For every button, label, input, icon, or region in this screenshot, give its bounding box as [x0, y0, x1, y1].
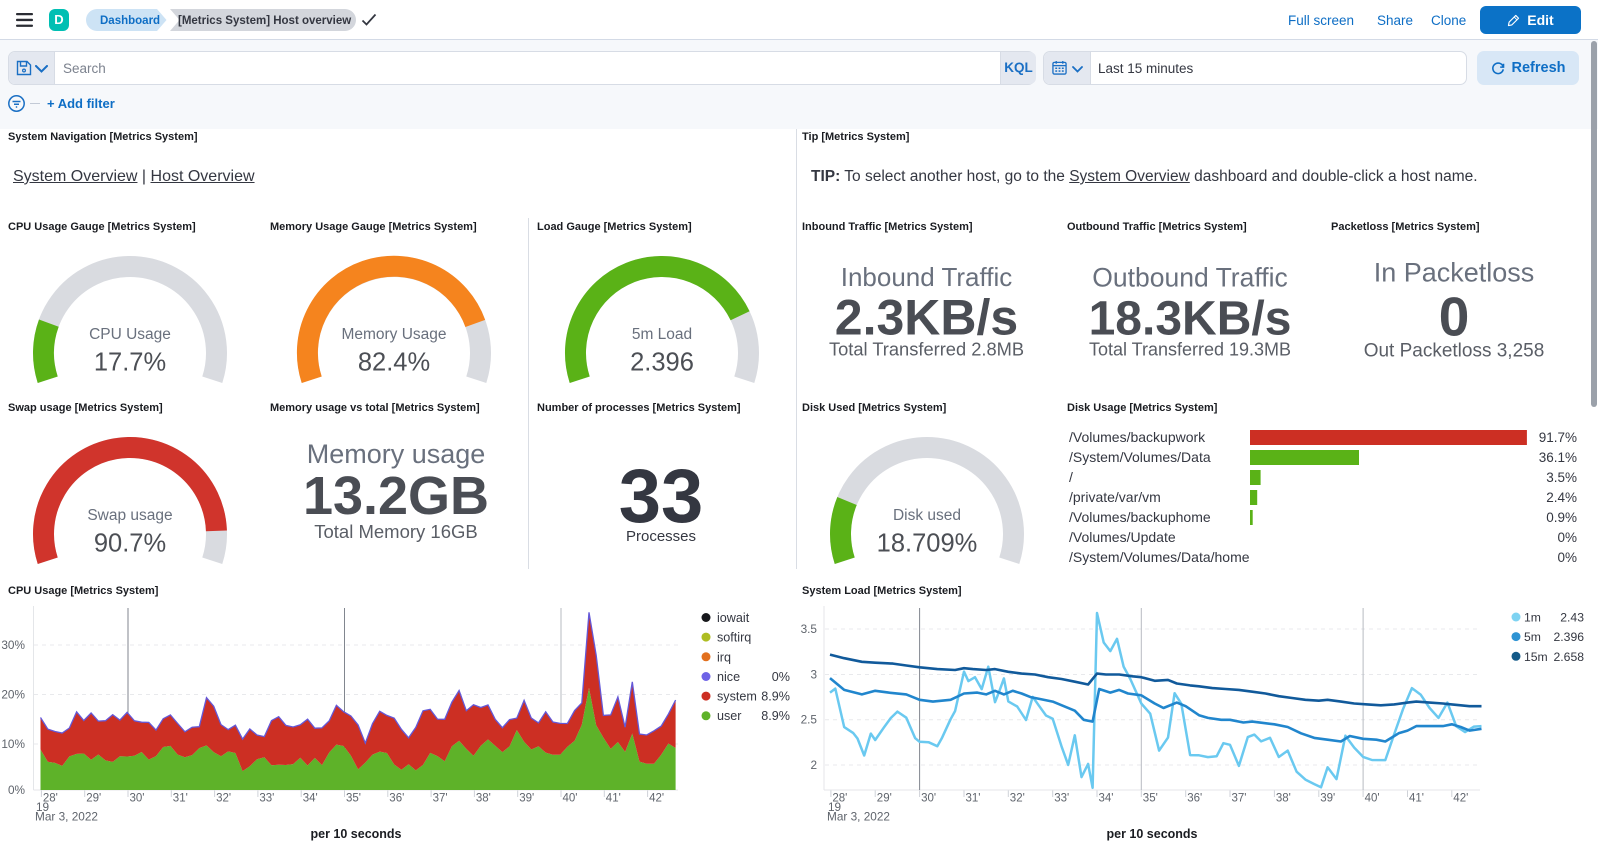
svg-text:2.658: 2.658: [1554, 650, 1585, 664]
svg-text:/System/Volumes/Data/home: /System/Volumes/Data/home: [1069, 549, 1250, 565]
svg-text:28': 28': [832, 793, 847, 805]
svg-text:20%: 20%: [1, 688, 25, 702]
svg-text:2.5: 2.5: [801, 713, 818, 727]
svg-text:In Packetloss: In Packetloss: [1374, 258, 1535, 288]
svg-text:41': 41': [606, 793, 621, 805]
svg-text:Mar 3, 2022: Mar 3, 2022: [35, 810, 98, 824]
svg-text:CPU Usage: CPU Usage: [89, 326, 171, 343]
svg-text:10%: 10%: [1, 737, 25, 751]
svg-text:34': 34': [303, 793, 318, 805]
svg-text:17.7%: 17.7%: [94, 349, 166, 377]
svg-text:system: system: [717, 690, 757, 704]
svg-text:/System/Volumes/Data: /System/Volumes/Data: [1069, 449, 1211, 465]
svg-text:29': 29': [877, 793, 892, 805]
svg-text:1m: 1m: [1524, 611, 1541, 625]
svg-text:34': 34': [1099, 793, 1114, 805]
svg-text:2.3KB/s: 2.3KB/s: [835, 290, 1018, 346]
svg-text:42': 42': [649, 793, 664, 805]
svg-text:31': 31': [966, 793, 981, 805]
svg-text:40': 40': [1365, 793, 1380, 805]
svg-text:5m Load: 5m Load: [632, 326, 692, 343]
svg-text:Outbound Traffic: Outbound Traffic: [1092, 263, 1287, 293]
svg-text:13.2GB: 13.2GB: [303, 466, 489, 526]
svg-text:irq: irq: [717, 650, 731, 664]
svg-text:42': 42': [1453, 793, 1468, 805]
svg-text:41': 41': [1409, 793, 1424, 805]
svg-text:0%: 0%: [1557, 550, 1577, 565]
svg-text:38': 38': [476, 793, 491, 805]
svg-text:8.9%: 8.9%: [761, 690, 790, 704]
svg-text:3: 3: [810, 668, 817, 682]
svg-text:2.396: 2.396: [1554, 630, 1585, 644]
svg-text:0: 0: [1439, 286, 1470, 348]
svg-text:39': 39': [519, 793, 534, 805]
svg-text:38': 38': [1276, 793, 1291, 805]
svg-text:33': 33': [259, 793, 274, 805]
svg-text:8.9%: 8.9%: [761, 709, 790, 723]
svg-text:35': 35': [1143, 793, 1158, 805]
svg-text:0%: 0%: [772, 670, 790, 684]
svg-text:33': 33': [1054, 793, 1069, 805]
svg-text:40': 40': [563, 793, 578, 805]
svg-text:Total Transferred 2.8MB: Total Transferred 2.8MB: [829, 339, 1024, 360]
svg-text:/Volumes/backuphome: /Volumes/backuphome: [1069, 509, 1211, 525]
svg-text:37': 37': [1232, 793, 1247, 805]
svg-text:90.7%: 90.7%: [94, 530, 166, 558]
svg-text:/private/var/vm: /private/var/vm: [1069, 489, 1161, 505]
svg-text:3.5: 3.5: [801, 622, 818, 636]
svg-text:per 10 seconds: per 10 seconds: [1106, 827, 1197, 841]
svg-text:/: /: [1069, 469, 1073, 485]
svg-text:19: 19: [828, 800, 841, 814]
svg-text:0.9%: 0.9%: [1546, 510, 1577, 525]
svg-text:iowait: iowait: [717, 611, 750, 625]
svg-text:3.5%: 3.5%: [1546, 470, 1577, 485]
svg-text:2.43: 2.43: [1560, 611, 1584, 625]
svg-text:Memory Usage: Memory Usage: [341, 326, 446, 343]
svg-text:Swap usage: Swap usage: [87, 507, 172, 524]
svg-text:91.7%: 91.7%: [1539, 430, 1577, 445]
svg-text:Memory usage: Memory usage: [307, 439, 486, 469]
svg-text:Dashboard: Dashboard: [100, 15, 160, 27]
svg-text:30': 30': [130, 793, 145, 805]
svg-text:36.1%: 36.1%: [1539, 450, 1577, 465]
svg-text:18.709%: 18.709%: [877, 530, 978, 558]
svg-text:per 10 seconds: per 10 seconds: [310, 827, 401, 841]
svg-text:0%: 0%: [1557, 530, 1577, 545]
svg-text:29': 29': [86, 793, 101, 805]
svg-text:82.4%: 82.4%: [358, 349, 430, 377]
svg-text:0%: 0%: [8, 783, 26, 797]
svg-text:Mar 3, 2022: Mar 3, 2022: [827, 810, 890, 824]
svg-text:2: 2: [810, 758, 817, 772]
svg-text:32': 32': [1010, 793, 1025, 805]
svg-text:user: user: [717, 709, 742, 723]
svg-text:39': 39': [1320, 793, 1335, 805]
svg-text:Processes: Processes: [626, 528, 696, 545]
svg-text:30': 30': [921, 793, 936, 805]
svg-text:Total Transferred 19.3MB: Total Transferred 19.3MB: [1089, 340, 1291, 360]
svg-text:36': 36': [1187, 793, 1202, 805]
svg-text:nice: nice: [717, 670, 740, 684]
svg-text:32': 32': [216, 793, 231, 805]
svg-text:[Metrics System] Host overview: [Metrics System] Host overview: [178, 15, 351, 27]
svg-text:15m: 15m: [1524, 650, 1548, 664]
svg-text:35': 35': [346, 793, 361, 805]
svg-text:36': 36': [389, 793, 404, 805]
svg-text:Total Memory 16GB: Total Memory 16GB: [314, 521, 477, 542]
svg-text:/Volumes/backupwork: /Volumes/backupwork: [1069, 429, 1206, 445]
svg-text:Disk used: Disk used: [893, 507, 961, 524]
svg-text:2.4%: 2.4%: [1546, 490, 1577, 505]
svg-text:/Volumes/Update: /Volumes/Update: [1069, 529, 1176, 545]
svg-text:31': 31': [173, 793, 188, 805]
svg-text:37': 37': [433, 793, 448, 805]
svg-text:30%: 30%: [1, 638, 25, 652]
svg-text:softirq: softirq: [717, 631, 751, 645]
svg-text:28': 28': [43, 793, 58, 805]
svg-text:2.396: 2.396: [630, 349, 694, 377]
svg-text:Inbound Traffic: Inbound Traffic: [841, 262, 1013, 292]
svg-text:18.3KB/s: 18.3KB/s: [1089, 293, 1292, 346]
svg-text:5m: 5m: [1524, 630, 1541, 644]
svg-text:33: 33: [619, 454, 704, 539]
svg-text:Out Packetloss 3,258: Out Packetloss 3,258: [1364, 341, 1545, 362]
svg-text:19: 19: [36, 800, 49, 814]
